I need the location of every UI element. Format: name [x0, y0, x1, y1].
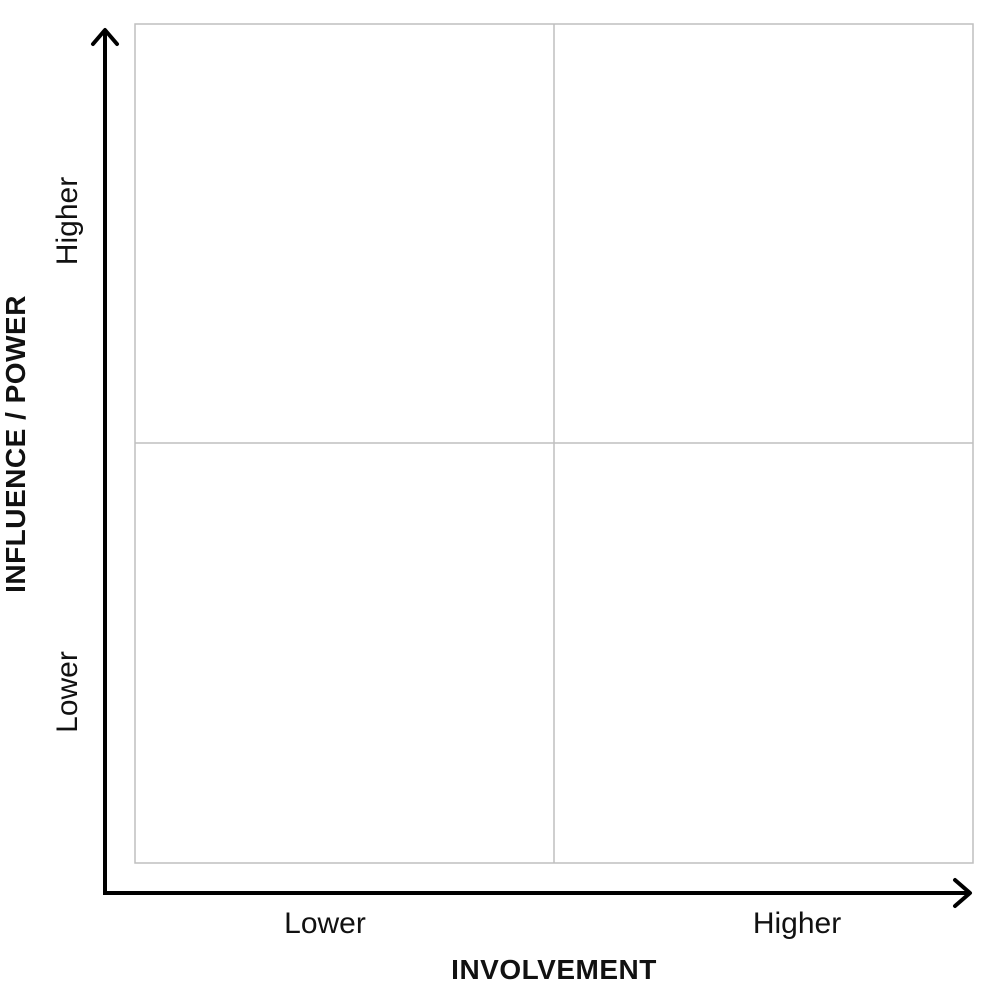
x-axis-high-label: Higher — [752, 907, 842, 940]
y-axis-arrowhead — [91, 28, 119, 46]
y-axis-title: INFLUENCE / POWER — [0, 295, 31, 593]
x-axis-title: INVOLVEMENT — [451, 954, 657, 985]
x-axis-low-label: Lower — [284, 907, 366, 940]
x-axis-arrowhead — [953, 878, 972, 908]
y-axis-high-label: Higher — [51, 176, 84, 266]
y-axis-low-label: Lower — [51, 651, 84, 733]
